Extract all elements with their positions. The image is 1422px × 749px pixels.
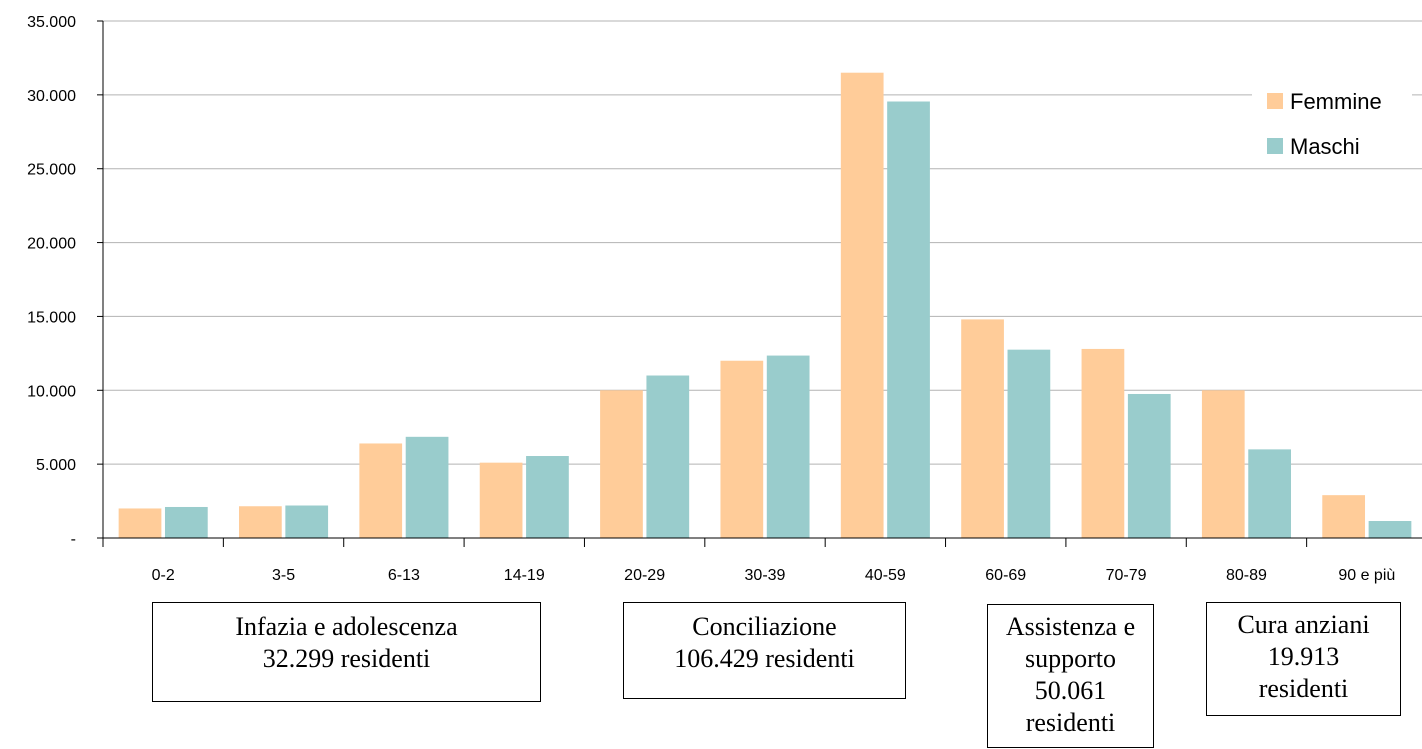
- x-tick-label: 80-89: [1226, 567, 1267, 584]
- legend-label: Maschi: [1290, 134, 1360, 159]
- bar-maschi: [1368, 521, 1412, 538]
- bar-maschi: [1007, 349, 1051, 538]
- bar-femmine: [961, 319, 1004, 538]
- group-label-line: Conciliazione: [692, 612, 837, 641]
- y-tick-label: 25.000: [27, 162, 76, 179]
- bar-femmine: [479, 462, 523, 538]
- group-box-assistenza: Assistenza e supporto 50.061 residenti: [987, 604, 1154, 748]
- group-box-conciliazione: Conciliazione 106.429 residenti: [623, 602, 906, 699]
- bar-femmine: [840, 72, 884, 538]
- legend: Femmine Maschi: [1252, 80, 1412, 160]
- legend-label: Femmine: [1290, 89, 1382, 114]
- x-tick-label: 30-39: [745, 567, 786, 584]
- bar-maschi: [646, 375, 690, 538]
- bar-maschi: [285, 505, 329, 538]
- x-axis: 0-2 3-5 6-13 14-19 20-29 30-39 40-59 60-69 70-79…: [97, 537, 1422, 584]
- legend-swatch: [1267, 138, 1283, 154]
- bar-femmine: [118, 508, 162, 538]
- bar-maschi: [1248, 449, 1291, 538]
- y-tick-label: 10.000: [27, 383, 76, 400]
- group-box-infanzia: Infazia e adolescenza 32.299 residenti: [152, 602, 541, 702]
- x-tick-label: 40-59: [865, 567, 906, 584]
- group-label-line: residenti: [1025, 708, 1116, 737]
- bars: [118, 72, 1412, 539]
- x-tick-label: 14-19: [504, 567, 545, 584]
- bar-femmine: [600, 390, 643, 538]
- x-tick-label: 70-79: [1106, 567, 1147, 584]
- x-tick-label: 60-69: [985, 567, 1026, 584]
- bar-maschi: [766, 355, 810, 538]
- group-label-line: residenti: [1258, 674, 1349, 703]
- bar-maschi: [164, 506, 208, 538]
- bar-femmine: [720, 360, 764, 538]
- group-label-line: supporto: [1025, 644, 1116, 673]
- bar-maschi: [526, 456, 569, 538]
- y-axis: - 5.000 10.000 15.000 20.000 25.000 30.000 35.0…: [27, 14, 104, 548]
- x-tick-label: 6-13: [388, 567, 420, 584]
- y-tick-label: -: [71, 531, 76, 548]
- bar-maschi: [405, 436, 449, 538]
- x-tick-label: 90 e più: [1338, 567, 1395, 584]
- x-tick-label: 3-5: [272, 567, 295, 584]
- legend-swatch: [1267, 93, 1283, 109]
- group-label-line: 19.913: [1267, 642, 1340, 671]
- y-tick-label: 15.000: [27, 309, 76, 326]
- x-tick-label: 20-29: [624, 567, 665, 584]
- group-label-line: Assistenza e: [1005, 612, 1136, 641]
- x-tick-label: 0-2: [152, 567, 175, 584]
- group-label-line: Infazia e adolescenza: [235, 612, 458, 641]
- y-tick-label: 30.000: [27, 88, 76, 105]
- y-tick-label: 5.000: [36, 457, 76, 474]
- group-label-line: 50.061: [1034, 676, 1107, 705]
- y-tick-label: 20.000: [27, 236, 76, 253]
- group-box-cura-anziani: Cura anziani 19.913 residenti: [1206, 602, 1401, 716]
- bar-maschi: [887, 101, 930, 539]
- bar-chart: - 5.000 10.000 15.000 20.000 25.000 30.000 35.0…: [27, 14, 1422, 584]
- y-tick-label: 35.000: [27, 14, 76, 31]
- gridlines: [103, 20, 1422, 465]
- bar-maschi: [1127, 393, 1171, 538]
- bar-femmine: [239, 506, 282, 538]
- bar-femmine: [359, 443, 403, 538]
- group-label-line: 106.429 residenti: [674, 644, 855, 673]
- bar-femmine: [1201, 390, 1245, 538]
- bar-femmine: [1081, 348, 1125, 538]
- bar-femmine: [1322, 495, 1366, 538]
- group-label-line: 32.299 residenti: [262, 644, 431, 673]
- group-label-line: Cura anziani: [1237, 610, 1370, 639]
